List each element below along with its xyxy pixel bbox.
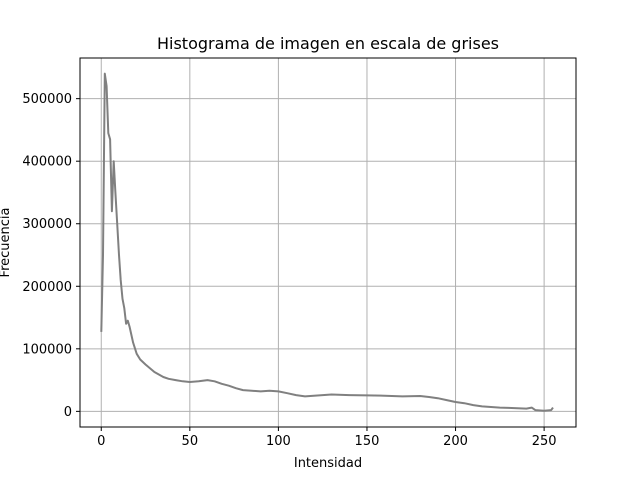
series-layer xyxy=(100,72,554,412)
x-axis-label: Intensidad xyxy=(294,456,362,471)
grid-lines xyxy=(80,58,576,427)
y-tick-label: 200000 xyxy=(22,280,72,295)
y-tick-label: 500000 xyxy=(22,92,72,107)
axis-ticks: 0 50 100 150 200 250 0 100000 200000 300000 400000… xyxy=(22,92,556,449)
x-tick-label: 250 xyxy=(532,434,557,449)
x-tick-label: 50 xyxy=(182,434,199,449)
series-line xyxy=(100,72,554,412)
y-tick-label: 400000 xyxy=(22,155,72,170)
y-tick-label: 100000 xyxy=(22,342,72,357)
chart-title: Histograma de imagen en escala de grises xyxy=(157,34,499,53)
y-axis-label: Frecuencia xyxy=(0,208,13,278)
y-tick-label: 0 xyxy=(64,405,72,420)
x-tick-label: 100 xyxy=(266,434,291,449)
x-tick-label: 200 xyxy=(443,434,468,449)
x-tick-label: 150 xyxy=(355,434,380,449)
x-tick-label: 0 xyxy=(97,434,105,449)
plot-area-frame xyxy=(79,57,577,428)
y-tick-label: 300000 xyxy=(22,217,72,232)
